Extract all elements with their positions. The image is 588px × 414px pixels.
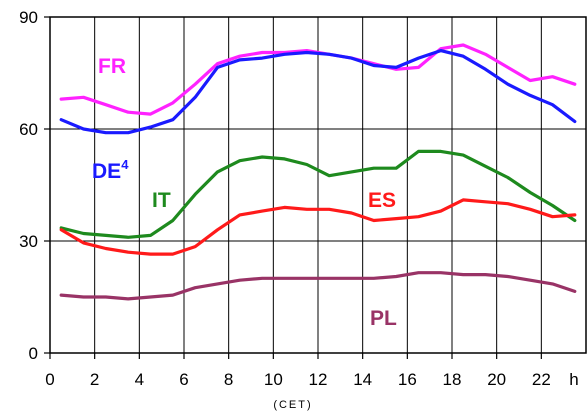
series-line-de (59, 48, 577, 135)
x-axis-ticks: 0 2 4 6 8 10 12 14 16 18 20 22 (45, 353, 551, 389)
series-label-de: DE4 (92, 157, 129, 183)
x-tick-label: 4 (135, 370, 144, 389)
series-lines (59, 43, 577, 301)
x-tick-label: 6 (179, 370, 188, 389)
gridlines (50, 17, 586, 353)
y-tick-label: 30 (19, 232, 38, 251)
series-label-es: ES (368, 189, 396, 212)
y-tick-label: 0 (29, 344, 38, 363)
series-line-pl (59, 271, 577, 301)
x-tick-label: 20 (487, 370, 506, 389)
y-axis-ticks: 0 30 60 90 (19, 8, 50, 363)
x-tick-label: 12 (309, 370, 328, 389)
series-label-superscript: 4 (121, 157, 129, 172)
series-line-es (59, 198, 577, 256)
x-tick-label: 0 (45, 370, 54, 389)
y-tick-label: 90 (19, 8, 38, 27)
x-tick-label: 8 (224, 370, 233, 389)
x-tick-label: 2 (90, 370, 99, 389)
x-tick-label: 14 (353, 370, 372, 389)
series-label-it: IT (152, 189, 171, 212)
x-tick-label: 16 (398, 370, 417, 389)
x-axis-title: (CET) (273, 399, 312, 411)
series-label-pl: PL (370, 307, 397, 330)
x-tick-label: 18 (443, 370, 462, 389)
x-axis-unit-label: h (569, 370, 578, 389)
x-tick-label: 10 (264, 370, 283, 389)
series-label-fr: FR (98, 55, 126, 78)
series-labels: FR DE4 IT ES PL (92, 55, 397, 330)
x-tick-label: 22 (532, 370, 551, 389)
y-tick-label: 60 (19, 120, 38, 139)
series-line-it (59, 149, 577, 239)
